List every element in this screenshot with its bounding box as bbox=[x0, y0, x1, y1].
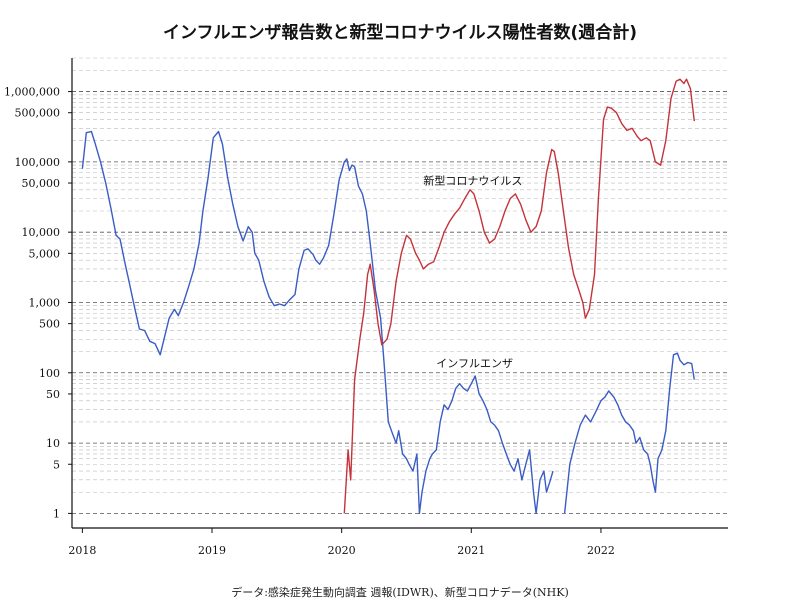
x-tick-labels: 2018 2019 2020 2021 2022 bbox=[68, 528, 615, 557]
y-tick-label: 10 bbox=[46, 437, 60, 450]
series-label: 新型コロナウイルス bbox=[423, 173, 522, 187]
y-tick-label: 5 bbox=[53, 458, 60, 471]
x-tick-label: 2020 bbox=[328, 544, 356, 557]
series-label: インフルエンザ bbox=[436, 357, 513, 370]
y-tick-label: 100 bbox=[39, 367, 60, 380]
axes bbox=[71, 58, 728, 529]
series-line-0 bbox=[81, 130, 554, 515]
y-tick-label: 500 bbox=[39, 318, 60, 331]
y-tick-label: 5,000 bbox=[29, 247, 61, 260]
gridlines bbox=[72, 57, 728, 514]
y-tick-label: 50,000 bbox=[22, 177, 61, 190]
series-lines bbox=[81, 78, 695, 515]
y-tick-label: 1,000,000 bbox=[4, 86, 60, 99]
x-tick-label: 2022 bbox=[587, 544, 615, 557]
y-tick-label: 100,000 bbox=[15, 156, 61, 169]
x-tick-label: 2019 bbox=[198, 544, 226, 557]
data-source-note: データ:感染症発生動向調査 週報(IDWR)、新型コロナデータ(NHK) bbox=[231, 586, 569, 599]
series-line-1 bbox=[563, 352, 695, 514]
y-tick-labels: 1 5 10 50 100 500 1,000 5,000 10,000 50,000 100,00… bbox=[4, 86, 72, 520]
y-tick-label: 1,000 bbox=[29, 296, 61, 309]
x-tick-label: 2021 bbox=[457, 544, 485, 557]
y-tick-label: 1 bbox=[53, 507, 60, 520]
y-tick-label: 500,000 bbox=[15, 107, 61, 120]
chart-title: インフルエンザ報告数と新型コロナウイルス陽性者数(週合計) bbox=[162, 23, 638, 43]
series-line-2 bbox=[343, 78, 695, 514]
y-tick-label: 50 bbox=[46, 388, 60, 401]
x-tick-label: 2018 bbox=[68, 544, 96, 557]
y-tick-label: 10,000 bbox=[22, 226, 61, 239]
